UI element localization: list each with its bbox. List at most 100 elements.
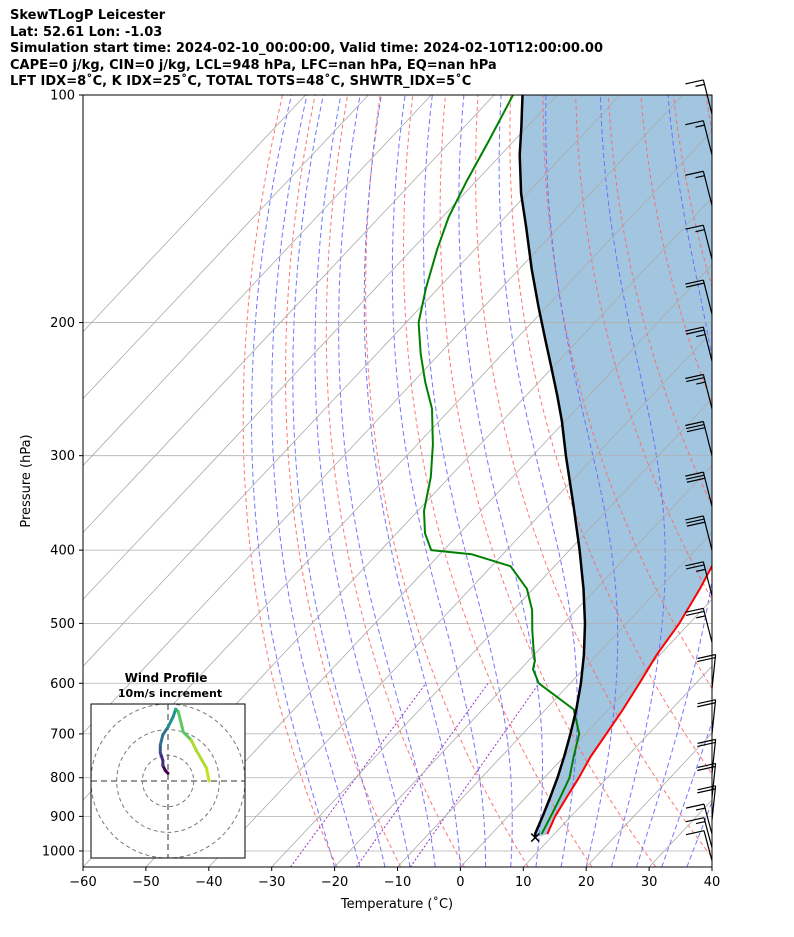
x-axis-label: Temperature (˚C) [340,896,453,912]
wind-barb [685,326,713,362]
barb-staff [702,374,713,409]
hodograph-segment [181,730,193,742]
isotherm-line [83,95,306,333]
moist-adiabat-line [686,800,712,867]
cin-area-fill [519,95,712,838]
dry-adiabat-line [739,95,794,867]
barb-staff [703,830,713,861]
x-axis-ticks: −60 −50 −40 −30 −20 −10 0 10 20 30 40 [69,867,720,890]
hodograph-segment [194,748,208,770]
barb-staff [702,608,713,643]
dry-adiabat-line [242,95,338,867]
dry-adiabat-line [607,95,712,507]
isotherm-line [83,95,432,467]
barb-flag-full [685,515,704,521]
isotherm-line [585,732,712,867]
barb-flag-full [685,79,704,85]
barb-flag-half [695,820,706,825]
isotherm-line [83,95,369,400]
barb-staff [702,279,713,315]
barb-staff [702,171,713,206]
barb-flag-full [686,474,705,480]
barb-staff [702,225,713,260]
x-tick-label: −40 [195,875,222,890]
barb-flag-full [685,120,704,126]
barb-staff [711,739,717,774]
barb-flag-full [686,518,705,524]
wind-barb [685,803,713,835]
moist-adiabat-line [636,95,712,867]
barb-flag-half [695,807,706,811]
barb-flag-full [686,610,705,617]
barb-flag-full [685,561,704,567]
barb-flag-full [685,326,704,332]
moist-adiabat-line [661,720,712,867]
dry-adiabat-line [542,95,712,690]
hodograph-segment [161,725,170,737]
wind-barb [685,515,713,551]
x-tick-label: 0 [456,875,464,890]
isotherm-line [83,95,495,534]
barb-flag-full [685,803,705,809]
temperature-line [546,563,712,835]
dry-adiabat-line [771,95,794,867]
isotherm-line [711,866,712,867]
barb-flag-full [697,653,716,660]
isotherm-line [83,95,684,734]
isotherm-line [334,464,712,867]
profile-series [417,95,712,843]
barb-flag-full [685,420,704,427]
hodograph-segment [176,710,185,734]
barb-staff [702,79,713,115]
wind-barb [685,224,713,260]
hodograph-segment [166,715,175,729]
barb-staff [711,763,717,798]
wind-barb [685,471,713,507]
isotherm-line [83,95,558,600]
isotherm-line [271,398,712,867]
isotherm-line [397,531,712,867]
isotherm-line [523,665,712,867]
isotherm-line [208,331,712,867]
barb-flag-full [685,607,704,613]
y-tick-label: 900 [50,810,75,825]
barb-flag-full [697,699,716,705]
x-tick-label: 10 [515,875,532,890]
x-tick-label: 30 [641,875,658,890]
wind-barb [685,561,713,597]
dewpoint-line [417,95,581,835]
moist-adiabat-line [599,95,666,867]
barb-staff [702,120,713,156]
barb-flag-half [696,381,706,385]
cape-line: CAPE=0 j/kg, CIN=0 j/kg, LCL=948 hPa, LF… [10,57,497,73]
wind-barb [685,373,713,409]
time-line: Simulation start time: 2024-02-10_00:00:… [10,41,603,56]
barb-flag-half [696,333,706,338]
barb-staff [711,654,717,689]
y-tick-label: 200 [50,316,75,331]
moist-adiabat-line [458,95,543,867]
thermo-guide-lines [242,95,794,867]
barb-flag-full [685,170,704,176]
wind-profile-subtitle: 10m/s increment [118,687,222,700]
y-tick-label: 600 [50,677,75,692]
barb-flag-half [695,124,705,128]
wind-barb [685,79,713,115]
moist-adiabat-line [423,95,513,867]
chart-title: SkewTLogP Leicester [10,8,166,23]
wind-barb [685,607,713,643]
barb-flag-full [686,377,705,383]
cape-cin-fill [519,95,712,838]
isotherm-line [83,95,621,667]
y-tick-label: 500 [50,617,75,632]
barb-staff [711,785,717,821]
dry-adiabat-line [325,95,465,867]
dry-adiabat-line [285,95,402,867]
barb-flag-full [686,282,705,288]
moist-adiabat-line [338,95,436,867]
y-tick-label: 1000 [42,844,75,859]
mixing-ratio-line [290,683,427,867]
x-tick-label: 40 [704,875,721,890]
parcel-line [518,95,587,838]
